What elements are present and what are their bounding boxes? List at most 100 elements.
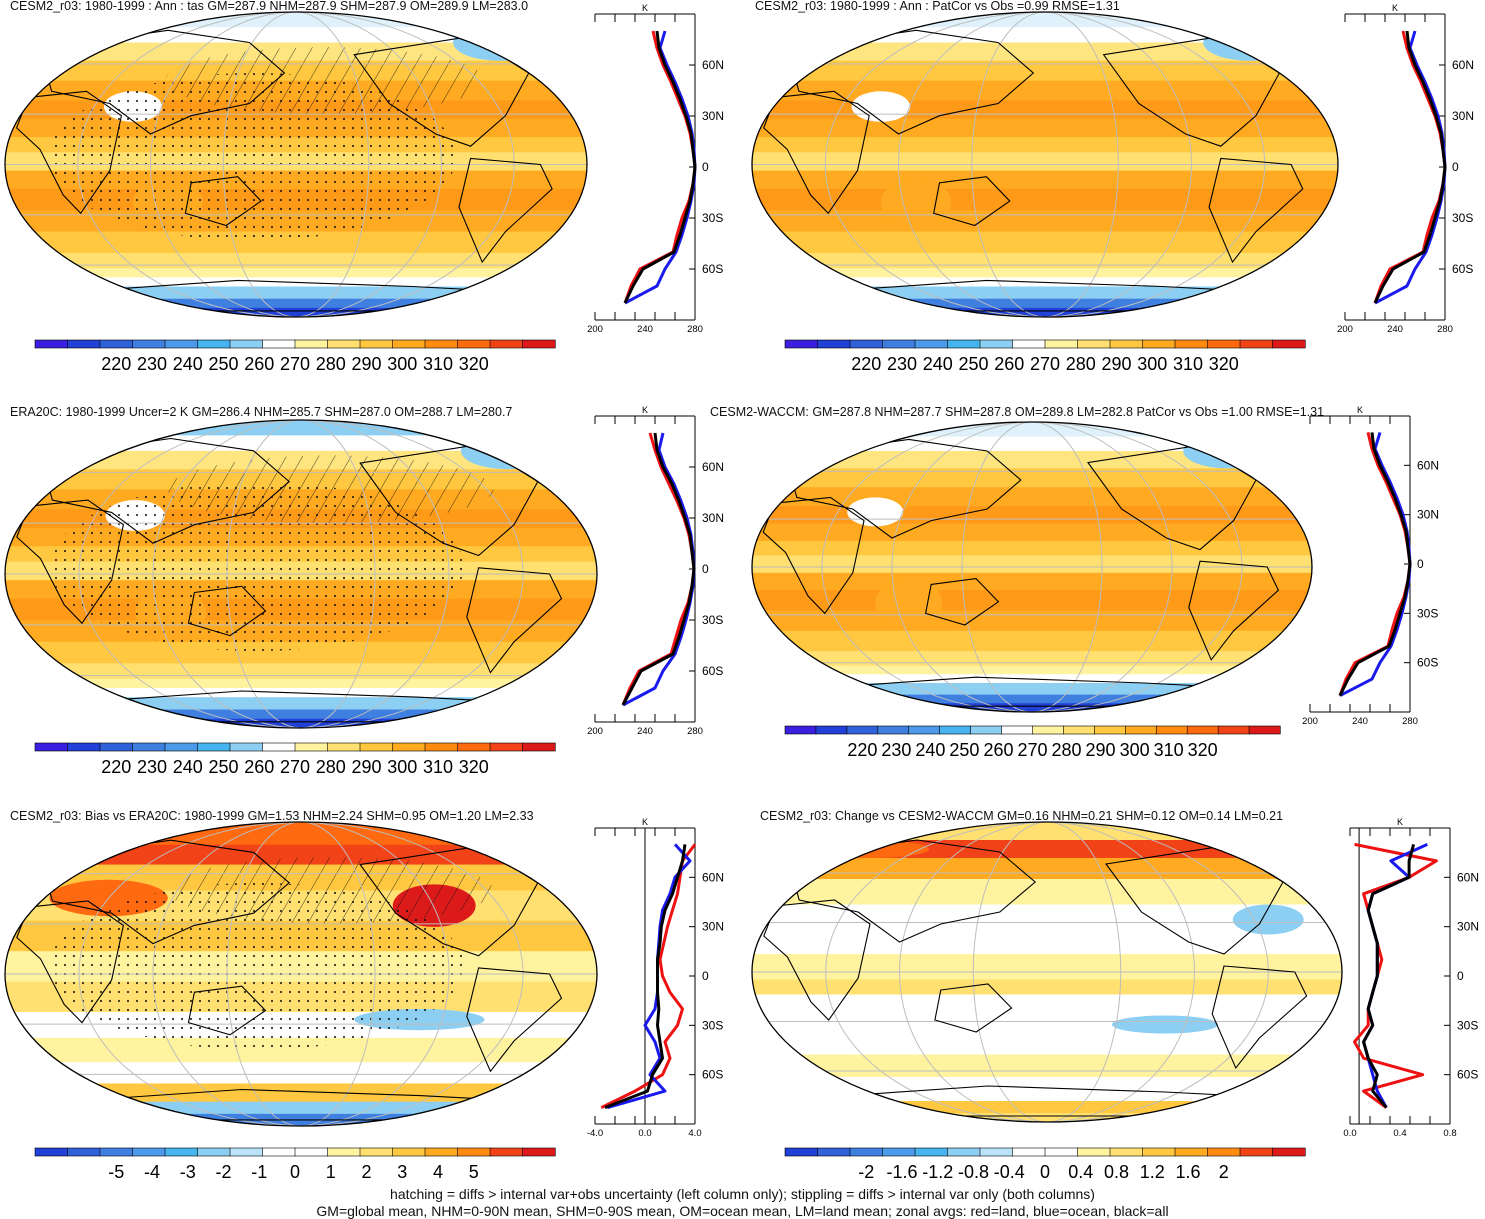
profile-x-tick-label: 240 xyxy=(637,324,653,335)
lat-band xyxy=(752,703,1312,712)
colorbar-swatch xyxy=(1044,339,1079,349)
colorbar-swatch xyxy=(457,339,491,349)
lat-band xyxy=(752,1077,1342,1102)
colorbar-tick-label: 230 xyxy=(137,757,167,777)
zonal-profile: K 200 240 280 60N 30N 0 30S 60S xyxy=(587,3,724,335)
colorbar-swatch xyxy=(877,725,910,735)
colorbar-tick-label: 290 xyxy=(1086,740,1116,760)
lat-band xyxy=(5,268,587,278)
colorbar-tick-label: 250 xyxy=(208,757,238,777)
lat-band xyxy=(5,298,587,309)
colorbar-swatch xyxy=(164,742,199,752)
profile-y-tick-label: 30N xyxy=(702,109,724,123)
lat-band xyxy=(5,286,587,300)
profile-y-tick-label: 30S xyxy=(702,613,723,627)
colorbar-tick-label: 0 xyxy=(290,1162,300,1180)
australia-outline xyxy=(924,578,1000,626)
colorbar-tick-label: -1 xyxy=(251,1162,267,1180)
colorbar-swatch xyxy=(1142,1147,1176,1157)
eurasia-outline xyxy=(39,29,286,135)
colorbar-swatch xyxy=(67,1147,101,1157)
africa-outline xyxy=(762,496,865,615)
colorbar-tick-label: 310 xyxy=(1173,354,1203,374)
panel-2: CESM2_r03: 1980-1999 : Ann : PatCor vs O… xyxy=(751,0,1474,374)
map-field xyxy=(5,12,587,317)
lat-band xyxy=(5,27,587,43)
panel-title: ERA20C: 1980-1999 Uncer=2 K GM=286.4 NHM… xyxy=(10,405,512,419)
profile-y-tick-label: 60S xyxy=(1457,1068,1478,1082)
meridian-line xyxy=(222,12,370,317)
colorbar-swatch xyxy=(1174,339,1209,349)
colorbar-tick-label: 320 xyxy=(459,354,489,374)
colorbar-swatch xyxy=(1125,725,1157,735)
profile-ocean-line xyxy=(624,30,697,305)
colorbar-swatch xyxy=(522,339,556,349)
profile-ocean-line xyxy=(622,432,696,707)
colorbar-swatch xyxy=(489,742,524,752)
colorbar-tick-label: 250 xyxy=(958,354,988,374)
lat-band xyxy=(5,678,597,689)
profile-all-line xyxy=(1373,30,1447,304)
colorbar-swatch xyxy=(1044,1147,1079,1157)
colorbar-tick-label: -3 xyxy=(180,1162,196,1180)
colorbar-swatch xyxy=(1248,725,1281,735)
colorbar-swatch xyxy=(229,1147,264,1157)
meridian-line xyxy=(226,420,376,728)
lat-band xyxy=(5,1101,597,1115)
meridian-line xyxy=(150,12,442,317)
colorbar-tick-label: -4 xyxy=(144,1162,160,1180)
profile-all-line xyxy=(1362,844,1416,1109)
lat-band xyxy=(752,590,1312,611)
colorbar-tick-label: 0.8 xyxy=(1104,1162,1129,1180)
australia-outline xyxy=(933,176,1011,227)
colorbar-swatch xyxy=(849,339,884,349)
south-america-outline xyxy=(466,967,563,1073)
profile-y-tick-label: 60S xyxy=(1417,656,1438,670)
colorbar-swatch xyxy=(359,742,394,752)
lat-band xyxy=(752,170,1338,190)
profile-y-tick-label: 30N xyxy=(1417,508,1439,522)
colorbar-swatch xyxy=(1217,725,1250,735)
profile-land-line xyxy=(1373,30,1447,304)
south-america-outline xyxy=(466,567,563,674)
map-border xyxy=(4,11,588,318)
arctic-warm xyxy=(811,840,929,858)
profile-y-tick-label: 30S xyxy=(1457,1018,1478,1032)
lat-band xyxy=(752,231,1338,254)
colorbar-swatch xyxy=(262,742,296,752)
panel-title: CESM2_r03: Change vs CESM2-WACCM GM=0.16… xyxy=(760,809,1283,823)
profile-x-tick-label: 240 xyxy=(1352,716,1368,727)
lat-band xyxy=(752,840,1342,859)
lat-band xyxy=(752,118,1338,138)
profile-land-line xyxy=(1338,432,1412,697)
colorbar-tick-label: -1.2 xyxy=(922,1162,953,1180)
colorbar-tick-label: 300 xyxy=(1137,354,1167,374)
lat-band xyxy=(752,994,1342,1055)
meridian-line xyxy=(899,822,1195,1122)
map-border xyxy=(4,821,598,1127)
colorbar-swatch xyxy=(1207,339,1241,349)
colorbar: 220 230 240 250 260 270 280 290 300 310 320 xyxy=(34,742,556,777)
lat-band xyxy=(752,858,1342,880)
profile-y-tick-label: 60N xyxy=(1417,458,1439,472)
eurasia-outline xyxy=(784,438,1022,539)
colorbar-tick-label: 220 xyxy=(851,354,881,374)
hatching xyxy=(165,47,486,115)
profile-x-tick-label: 240 xyxy=(1387,324,1403,335)
profile-x-tick-label: 240 xyxy=(637,726,653,737)
colorbar-swatch xyxy=(392,339,426,349)
colorbar-tick-label: 240 xyxy=(173,757,203,777)
lat-band xyxy=(752,694,1312,704)
figure-canvas: CESM2_r03: 1980-1999 : Ann : tas GM=287.… xyxy=(4,0,1479,1180)
profile-y-tick-label: 30N xyxy=(1452,109,1474,123)
south-america-outline xyxy=(458,157,553,264)
lat-band xyxy=(752,210,1338,233)
panel-5: CESM2_r03: Bias vs ERA20C: 1980-1999 GM=… xyxy=(4,809,724,1180)
colorbar-tick-label: -0.8 xyxy=(958,1162,989,1180)
lat-band xyxy=(5,1062,597,1084)
profile-y-tick-label: 60S xyxy=(702,664,723,678)
profile-y-tick-label: 30N xyxy=(702,920,724,934)
colorbar-swatch xyxy=(914,339,949,349)
colorbar-tick-label: 220 xyxy=(847,740,877,760)
profile-ocean-line xyxy=(1339,431,1412,697)
